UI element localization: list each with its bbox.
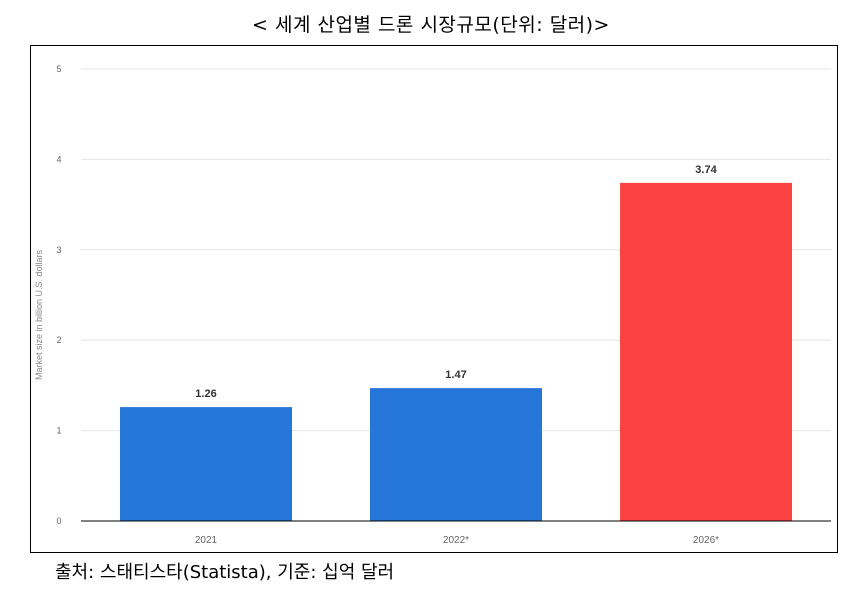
y-tick-label: 0 [56, 516, 61, 526]
bar-2026 [620, 182, 792, 522]
bar-2021 [120, 407, 292, 521]
y-tick-label: 3 [56, 245, 61, 255]
y-tick-label: 4 [56, 154, 61, 164]
y-axis-label: Market size in billion U.S. dollars [34, 249, 44, 380]
chart-frame: 0 1 2 3 4 5 1.26 1.47 3.74 2021 2022* 2026* Marke… [30, 45, 838, 553]
value-label: 1.47 [445, 369, 466, 381]
bar-2022 [370, 388, 542, 521]
x-axis-ticks: 2021 2022* 2026* [195, 535, 719, 546]
y-tick-label: 5 [56, 64, 61, 74]
y-tick-label: 1 [56, 426, 61, 436]
value-labels: 1.26 1.47 3.74 [195, 164, 717, 400]
x-tick-label: 2026* [693, 535, 719, 546]
source-note: 출처: 스태티스타(Statista), 기준: 십억 달러 [55, 562, 395, 583]
bar-chart: 0 1 2 3 4 5 1.26 1.47 3.74 2021 2022* 2026* Marke… [34, 64, 831, 546]
y-axis-ticks: 0 1 2 3 4 5 [56, 64, 61, 526]
value-label: 1.26 [195, 388, 216, 400]
x-tick-label: 2021 [195, 535, 218, 546]
x-tick-label: 2022* [443, 535, 469, 546]
bars [120, 182, 792, 522]
y-tick-label: 2 [56, 335, 61, 345]
page-title: < 세계 산업별 드론 시장규모(단위: 달러)> [252, 14, 610, 36]
value-label: 3.74 [695, 164, 717, 176]
